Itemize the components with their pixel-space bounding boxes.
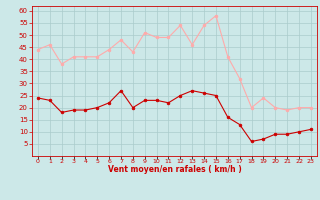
X-axis label: Vent moyen/en rafales ( km/h ): Vent moyen/en rafales ( km/h ) [108, 165, 241, 174]
